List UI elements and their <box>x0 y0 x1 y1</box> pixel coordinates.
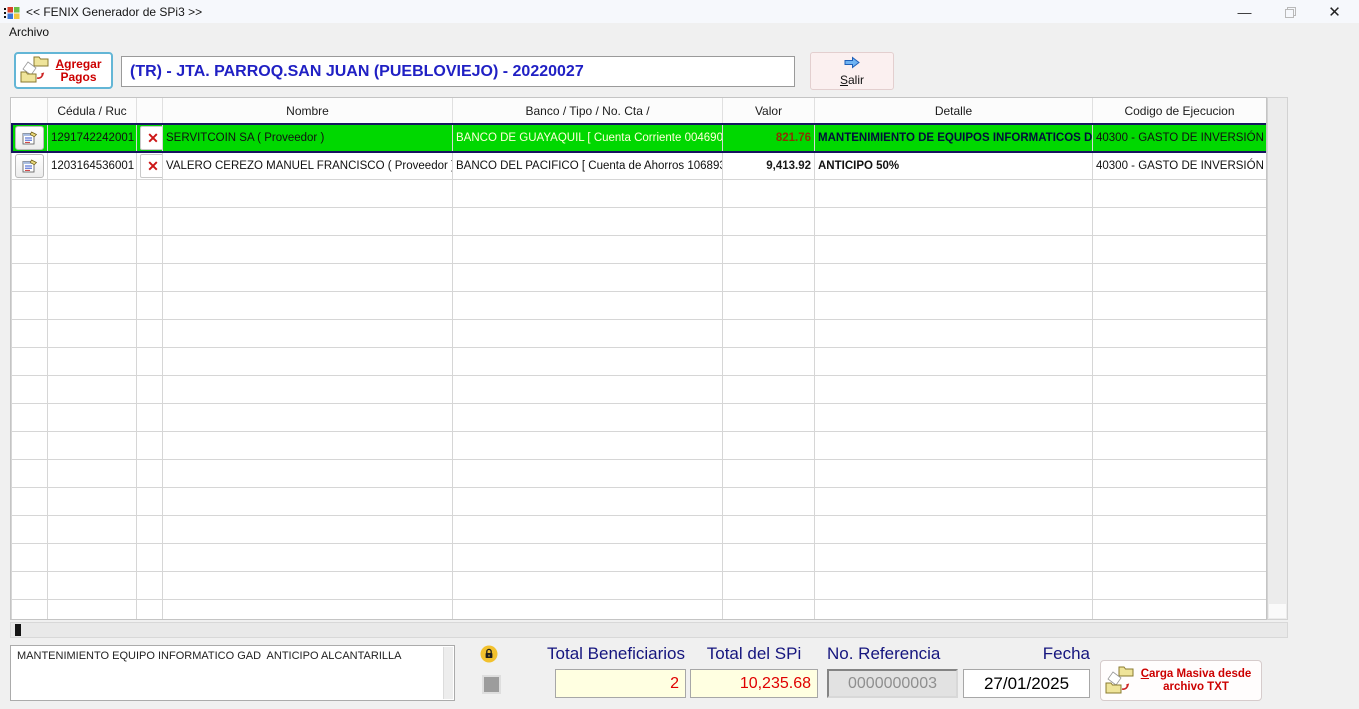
add-payments-folder-icon <box>20 54 50 87</box>
horizontal-scroll-thumb[interactable] <box>15 624 21 636</box>
minimize-button[interactable]: — <box>1237 3 1252 20</box>
empty-table-row[interactable] <box>11 291 1266 320</box>
total-spi-label: Total del SPi <box>706 644 802 663</box>
edit-row-button[interactable] <box>15 154 44 178</box>
fecha-field[interactable]: 27/01/2025 <box>963 669 1090 698</box>
exit-arrow-icon <box>843 55 861 72</box>
cell-cedula: 1203164536001 <box>47 151 137 180</box>
status-square[interactable] <box>482 675 501 694</box>
edit-form-icon <box>22 159 37 173</box>
salir-label: Salir <box>839 72 865 87</box>
descripcion-text: MANTENIMIENTO EQUIPO INFORMATICO GAD ANT… <box>17 650 402 662</box>
header-valor: Valor <box>722 98 815 124</box>
no-referencia-label: No. Referencia <box>827 644 941 663</box>
cell-banco: BANCO DE GUAYAQUIL [ Cuenta Corriente 00… <box>452 123 723 152</box>
cell-banco: BANCO DEL PACIFICO [ Cuenta de Ahorros 1… <box>452 151 723 180</box>
empty-table-row[interactable] <box>11 599 1266 619</box>
empty-table-row[interactable] <box>11 263 1266 292</box>
bulk-load-folder-icon <box>1105 663 1135 698</box>
cell-detalle: ANTICIPO 50% <box>814 151 1093 180</box>
header-cedula: Cédula / Ruc <box>47 98 137 124</box>
window-title: << FENIX Generador de SPi3 >> <box>26 4 203 19</box>
empty-table-row[interactable] <box>11 515 1266 544</box>
header-detalle: Detalle <box>814 98 1093 124</box>
cell-cedula: 1291742242001 <box>47 123 137 152</box>
header-banco: Banco / Tipo / No. Cta / <box>452 98 723 124</box>
agregar-pagos-button[interactable]: Agregar Pagos <box>14 52 113 89</box>
no-referencia-field: 0000000003 <box>827 669 958 698</box>
payments-table: Cédula / Ruc Nombre Banco / Tipo / No. C… <box>11 98 1266 619</box>
delete-row-button[interactable]: ✕ <box>140 126 162 150</box>
descripcion-field[interactable]: MANTENIMIENTO EQUIPO INFORMATICO GAD ANT… <box>10 645 455 701</box>
empty-table-row[interactable] <box>11 235 1266 264</box>
empty-table-row[interactable] <box>11 207 1266 236</box>
total-beneficiarios-label: Total Beneficiarios <box>547 644 685 663</box>
total-spi-field: 10,235.68 <box>690 669 818 698</box>
fecha-label: Fecha <box>1042 644 1090 663</box>
restore-icon <box>1284 6 1296 18</box>
table-horizontal-scrollbar[interactable] <box>10 622 1288 638</box>
payments-table-zone: Cédula / Ruc Nombre Banco / Tipo / No. C… <box>10 97 1267 620</box>
salir-button[interactable]: Salir <box>810 52 894 90</box>
carga-masiva-label: Carga Masiva desde archivo TXT <box>1140 667 1252 693</box>
delete-row-button[interactable]: ✕ <box>140 154 162 178</box>
entity-title-input[interactable] <box>121 56 795 87</box>
header-nombre: Nombre <box>162 98 453 124</box>
cell-detalle: MANTENIMIENTO DE EQUIPOS INFORMATICOS DE… <box>814 123 1093 152</box>
app-windows-logo-icon <box>4 6 20 20</box>
table-vertical-scrollbar[interactable] <box>1267 97 1288 620</box>
header-codigo: Codigo de Ejecucion <box>1092 98 1266 124</box>
total-beneficiarios-field: 2 <box>555 669 686 698</box>
cell-codigo: 40300 - GASTO DE INVERSIÓN <box>1092 151 1266 180</box>
cell-codigo: 40300 - GASTO DE INVERSIÓN <box>1092 123 1266 152</box>
titlebar: << FENIX Generador de SPi3 >> — ✕ <box>0 0 1359 23</box>
empty-table-row[interactable] <box>11 179 1266 208</box>
descripcion-scrollbar[interactable] <box>443 647 453 699</box>
table-header-row: Cédula / Ruc Nombre Banco / Tipo / No. C… <box>11 98 1266 124</box>
empty-table-row[interactable] <box>11 459 1266 488</box>
empty-table-row[interactable] <box>11 319 1266 348</box>
table-row[interactable]: 1291742242001 ✕ SERVITCOIN SA ( Proveedo… <box>11 122 1266 153</box>
empty-table-row[interactable] <box>11 347 1266 376</box>
empty-table-row[interactable] <box>11 431 1266 460</box>
header-delete-col <box>136 98 163 124</box>
cell-nombre: SERVITCOIN SA ( Proveedor ) <box>162 123 453 152</box>
cell-valor: 9,413.92 <box>722 151 815 180</box>
carga-masiva-button[interactable]: Carga Masiva desde archivo TXT <box>1100 660 1262 701</box>
empty-table-row[interactable] <box>11 543 1266 572</box>
table-row[interactable]: 1203164536001 ✕ VALERO CEREZO MANUEL FRA… <box>11 151 1266 180</box>
edit-form-icon <box>22 131 37 145</box>
menu-archivo[interactable]: Archivo <box>9 25 50 39</box>
edit-row-button[interactable] <box>15 126 44 150</box>
cell-valor: 821.76 <box>722 123 815 152</box>
empty-table-row[interactable] <box>11 487 1266 516</box>
close-button[interactable]: ✕ <box>1328 3 1341 21</box>
agregar-pagos-label: Agregar Pagos <box>55 56 102 84</box>
restore-button[interactable] <box>1267 0 1312 23</box>
empty-table-row[interactable] <box>11 375 1266 404</box>
cell-nombre: VALERO CEREZO MANUEL FRANCISCO ( Proveed… <box>162 151 453 180</box>
header-edit-col <box>11 98 48 124</box>
empty-table-row[interactable] <box>11 403 1266 432</box>
menubar: Archivo <box>0 23 1359 44</box>
window-controls: — ✕ <box>1222 0 1357 23</box>
empty-table-row[interactable] <box>11 571 1266 600</box>
lock-icon <box>480 645 498 663</box>
